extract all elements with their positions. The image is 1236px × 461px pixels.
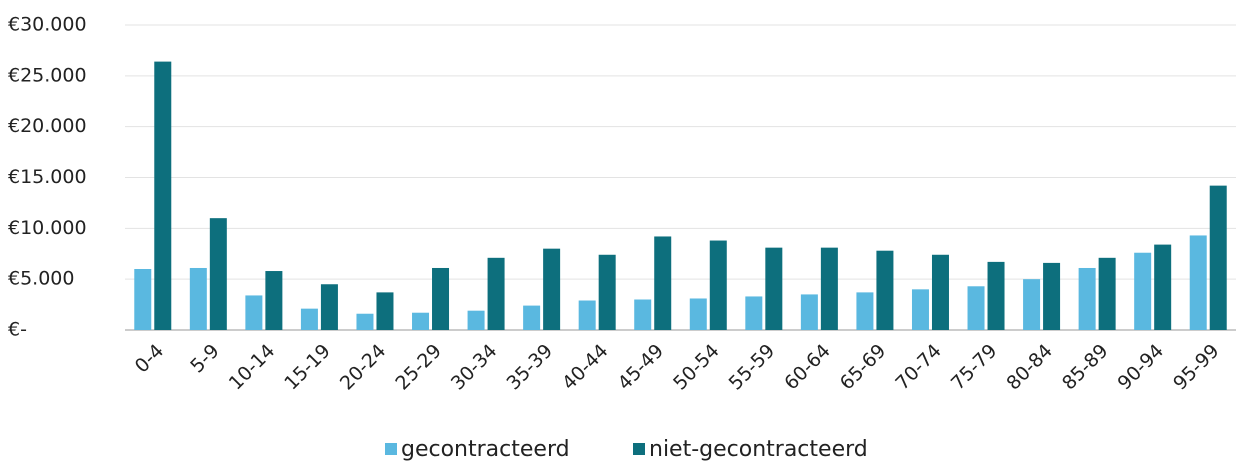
bar xyxy=(654,236,672,330)
x-tick-label: 80-84 xyxy=(1002,340,1057,395)
bar xyxy=(931,254,949,330)
x-tick-label: 75-79 xyxy=(947,340,1002,395)
x-tick-label: 15-19 xyxy=(280,340,335,395)
bar xyxy=(1154,244,1172,330)
x-tick-label: 20-24 xyxy=(336,340,391,395)
bar xyxy=(745,296,763,330)
bar xyxy=(209,218,227,330)
bar xyxy=(1189,235,1207,330)
x-tick-label: 40-44 xyxy=(558,340,613,395)
legend-label: niet-gecontracteerd xyxy=(649,437,868,461)
bar xyxy=(523,305,541,330)
bar xyxy=(634,299,652,330)
bar xyxy=(1078,267,1096,330)
x-tick-label: 25-29 xyxy=(391,340,446,395)
bar xyxy=(356,313,374,330)
y-tick-label: €10.000 xyxy=(8,217,87,239)
x-tick-label: 0-4 xyxy=(131,340,169,378)
bar xyxy=(320,284,338,330)
bar xyxy=(543,248,561,330)
bar xyxy=(1023,279,1041,330)
y-tick-label: €- xyxy=(8,319,27,341)
y-tick-label: €5.000 xyxy=(8,268,74,290)
bar xyxy=(300,308,318,330)
bar xyxy=(578,300,596,330)
legend-swatch xyxy=(633,443,645,455)
bar xyxy=(856,292,874,330)
x-tick-label: 10-14 xyxy=(225,340,280,395)
y-tick-label: €20.000 xyxy=(8,115,87,137)
x-tick-label: 70-74 xyxy=(891,340,946,395)
bar xyxy=(134,269,152,330)
bar xyxy=(1134,252,1152,330)
bar xyxy=(689,298,707,330)
x-tick-label: 65-69 xyxy=(836,340,891,395)
bar xyxy=(432,267,450,330)
bar xyxy=(987,261,1005,330)
bar xyxy=(709,240,727,330)
x-tick-label: 60-64 xyxy=(780,340,835,395)
bar xyxy=(1098,257,1116,330)
bar xyxy=(265,271,283,330)
bar xyxy=(189,267,207,330)
x-tick-label: 5-9 xyxy=(186,340,224,378)
bar xyxy=(911,289,929,330)
y-tick-label: €30.000 xyxy=(8,14,87,36)
x-tick-label: 45-49 xyxy=(614,340,669,395)
bar xyxy=(487,257,505,330)
bar xyxy=(154,61,172,330)
x-tick-label: 35-39 xyxy=(502,340,557,395)
bar xyxy=(412,312,430,330)
x-tick-label: 30-34 xyxy=(447,340,502,395)
bar xyxy=(967,286,985,330)
x-tick-label: 90-94 xyxy=(1113,340,1168,395)
bar xyxy=(245,295,263,330)
bar xyxy=(598,254,616,330)
bar xyxy=(800,294,818,330)
y-tick-label: €15.000 xyxy=(8,166,87,188)
x-tick-label: 55-59 xyxy=(725,340,780,395)
bar xyxy=(376,292,394,330)
bar xyxy=(1209,185,1227,330)
bar xyxy=(765,247,783,330)
x-tick-label: 85-89 xyxy=(1058,340,1113,395)
bar xyxy=(820,247,838,330)
legend-label: gecontracteerd xyxy=(401,437,570,461)
x-tick-label: 50-54 xyxy=(669,340,724,395)
legend-swatch xyxy=(385,443,397,455)
bar xyxy=(467,310,485,330)
bar xyxy=(876,250,894,330)
y-tick-label: €25.000 xyxy=(8,64,87,86)
x-tick-label: 95-99 xyxy=(1169,340,1224,395)
bar xyxy=(1043,262,1061,330)
